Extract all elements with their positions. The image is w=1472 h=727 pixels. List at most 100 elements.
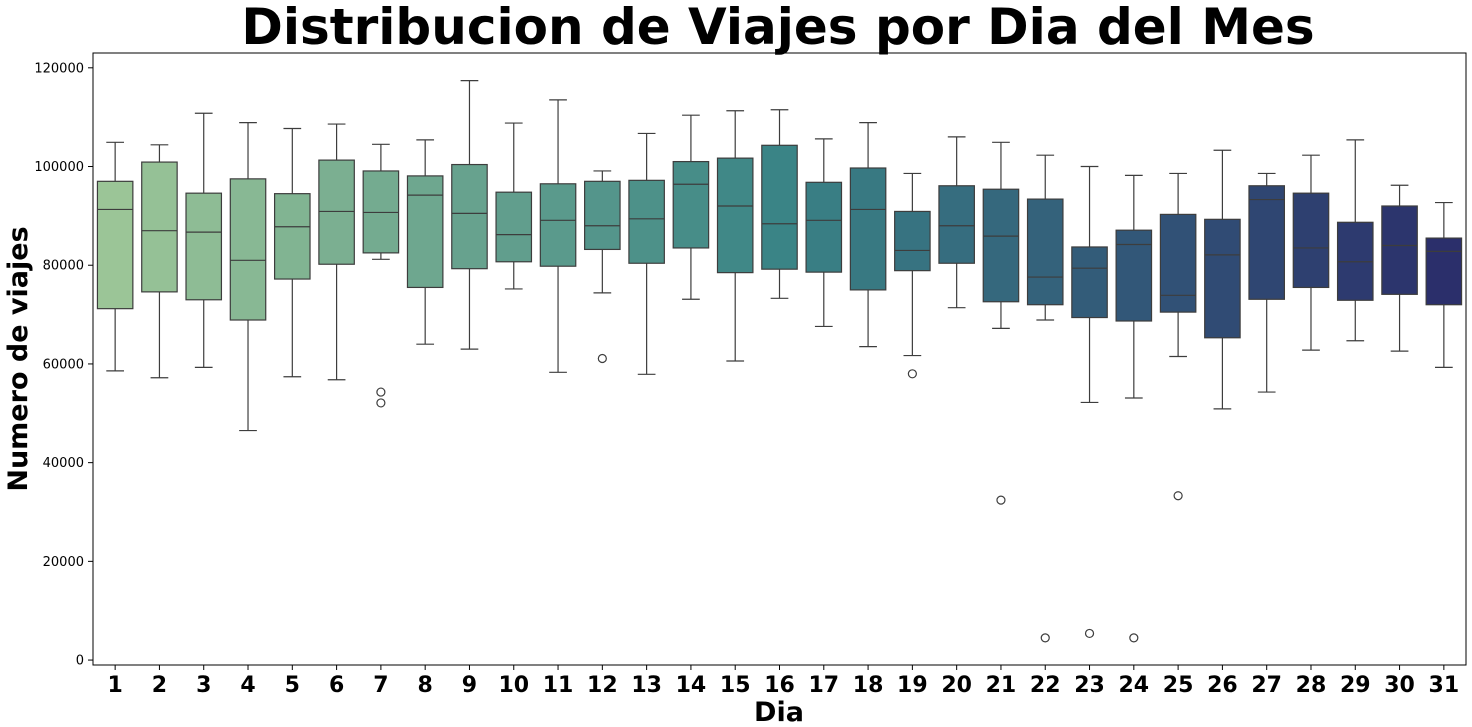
box-day-3 xyxy=(185,112,223,368)
iqr-box xyxy=(1248,185,1286,300)
y-tick-label: 60000 xyxy=(43,357,84,372)
x-tick-label: 19 xyxy=(897,673,928,698)
x-tick-label: 13 xyxy=(631,673,662,698)
outlier-point xyxy=(1084,628,1095,639)
iqr-box xyxy=(495,191,533,263)
x-tick-label: 25 xyxy=(1163,673,1194,698)
iqr-box xyxy=(761,144,798,270)
x-axis-label: Dia xyxy=(754,697,804,727)
iqr-box xyxy=(185,192,223,301)
box-day-6 xyxy=(318,123,355,381)
iqr-box xyxy=(96,180,134,310)
y-tick-label: 100000 xyxy=(34,160,84,175)
x-tick-label: 1 xyxy=(107,673,122,698)
x-tick-label: 17 xyxy=(808,673,839,698)
iqr-box xyxy=(141,161,178,293)
box-day-8 xyxy=(406,139,444,345)
y-tick-label: 120000 xyxy=(34,61,84,76)
outlier-point xyxy=(376,387,386,397)
outlier-point xyxy=(996,495,1006,505)
box-day-5 xyxy=(273,127,311,378)
box-day-13 xyxy=(628,132,665,375)
iqr-box xyxy=(539,183,577,267)
x-tick-label: 9 xyxy=(462,673,477,698)
x-tick-label: 11 xyxy=(543,673,574,698)
y-tick-label: 80000 xyxy=(43,259,84,274)
box-day-23 xyxy=(1071,165,1108,639)
box-day-26 xyxy=(1204,149,1241,410)
x-tick-label: 5 xyxy=(285,673,300,698)
box-day-1 xyxy=(96,141,134,372)
iqr-box xyxy=(318,159,355,265)
box-day-25 xyxy=(1159,172,1197,501)
iqr-box xyxy=(451,163,488,270)
iqr-box xyxy=(1204,218,1241,339)
iqr-box xyxy=(1115,229,1153,322)
outlier-point xyxy=(376,398,386,408)
box-day-16 xyxy=(761,109,798,299)
iqr-box xyxy=(1071,246,1108,319)
x-tick-label: 10 xyxy=(498,673,529,698)
chart-title: Distribucion de Viajes por Dia del Mes xyxy=(241,0,1315,56)
x-tick-label: 21 xyxy=(986,673,1017,698)
x-tick-label: 28 xyxy=(1296,673,1327,698)
box-day-24 xyxy=(1115,174,1153,643)
x-tick-label: 20 xyxy=(941,673,972,698)
x-tick-label: 4 xyxy=(240,673,255,698)
box-day-7 xyxy=(362,143,400,408)
box-day-17 xyxy=(805,138,843,328)
outlier-point xyxy=(1129,633,1139,643)
x-tick-label: 23 xyxy=(1074,673,1105,698)
iqr-box xyxy=(894,210,931,272)
box-day-10 xyxy=(495,122,533,290)
y-axis-label: Numero de viajes xyxy=(3,226,34,491)
y-axis-ticks: 0 20000 40000 60000 80000 100000 120000 xyxy=(34,61,93,669)
iqr-box xyxy=(1425,237,1463,306)
outlier-point xyxy=(597,353,607,364)
box-day-22 xyxy=(1026,154,1064,643)
box-day-27 xyxy=(1248,172,1286,393)
iqr-box xyxy=(849,167,887,291)
x-tick-label: 8 xyxy=(418,673,433,698)
box-day-31 xyxy=(1425,201,1463,368)
plot-area-frame xyxy=(92,52,1467,666)
box-day-18 xyxy=(849,121,887,348)
x-tick-label: 24 xyxy=(1119,673,1150,698)
box-day-19 xyxy=(894,172,931,379)
x-tick-label: 31 xyxy=(1429,673,1460,698)
iqr-box xyxy=(1159,213,1197,313)
box-day-30 xyxy=(1381,184,1418,352)
y-tick-label: 20000 xyxy=(43,555,84,570)
box-day-21 xyxy=(982,141,1020,505)
box-day-15 xyxy=(716,110,754,362)
iqr-box xyxy=(229,178,267,321)
x-tick-label: 2 xyxy=(152,673,167,698)
x-tick-label: 30 xyxy=(1384,673,1415,698)
iqr-box xyxy=(1026,198,1064,306)
iqr-box xyxy=(406,175,444,289)
x-tick-label: 7 xyxy=(373,673,388,698)
x-tick-label: 27 xyxy=(1251,673,1282,698)
iqr-box xyxy=(938,185,975,264)
x-tick-label: 3 xyxy=(196,673,211,698)
x-tick-label: 15 xyxy=(720,673,751,698)
box-day-11 xyxy=(539,99,577,373)
iqr-box xyxy=(805,181,843,273)
outlier-point xyxy=(907,369,917,379)
x-axis-ticks: 1 2 3 4 5 6 7 8 9 10 11 12 13 14 15 16 17 18 19 20 21 22 23 24 2… xyxy=(107,665,1459,698)
outlier-point xyxy=(1173,491,1183,501)
x-tick-label: 22 xyxy=(1030,673,1061,698)
x-tick-label: 12 xyxy=(587,673,618,698)
iqr-box xyxy=(716,157,754,274)
outlier-point xyxy=(1040,633,1050,643)
iqr-box xyxy=(672,160,710,249)
box-day-28 xyxy=(1292,154,1330,351)
iqr-box xyxy=(628,179,665,264)
box-day-14 xyxy=(672,114,710,300)
x-tick-label: 14 xyxy=(676,673,707,698)
iqr-box xyxy=(273,193,311,280)
x-tick-label: 29 xyxy=(1340,673,1371,698)
y-tick-label: 40000 xyxy=(43,456,84,471)
x-tick-label: 6 xyxy=(329,673,344,698)
